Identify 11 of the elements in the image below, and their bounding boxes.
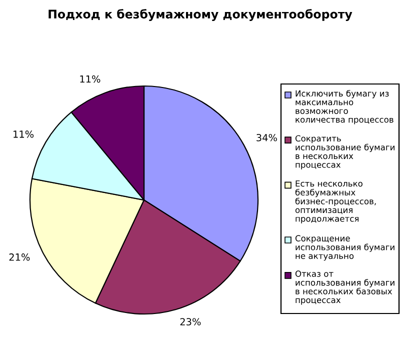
chart-title: Подход к безбумажному документообороту: [48, 9, 352, 21]
data-label: 34%: [256, 134, 277, 142]
data-label: 11%: [14, 130, 34, 138]
legend-label: Сократить использование бумаги в нескольких процессах: [295, 135, 394, 170]
data-label: 11%: [80, 75, 100, 83]
data-label: 21%: [9, 253, 30, 261]
legend-label: Сокращение использования бумаги не актуально: [295, 235, 394, 261]
legend-label: Есть несколько безбумажных бизнес-процессов, оптимизация продолжается: [295, 180, 376, 224]
legend-label: Отказ от использования бумаги в нескольких базовых процессах: [295, 270, 394, 305]
data-label: 23%: [180, 318, 201, 326]
legend-label: Исключить бумагу из максимально возможного количества процессов: [296, 90, 394, 124]
